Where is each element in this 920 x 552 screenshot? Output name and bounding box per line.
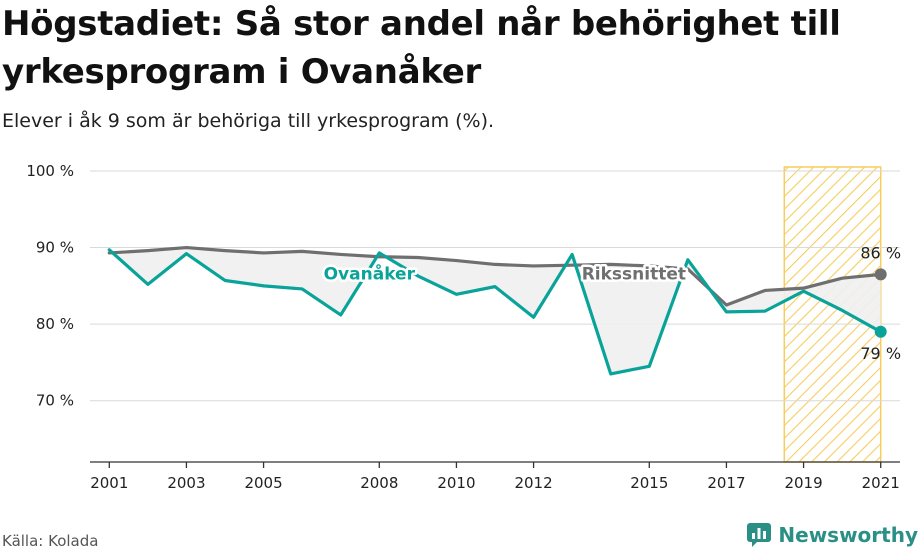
- brand-name: Newsworthy: [778, 523, 918, 547]
- series-line-riks: [107, 245, 883, 307]
- x-tick-label: 2012: [514, 474, 552, 492]
- x-tick-label: 2003: [167, 474, 205, 492]
- x-tick-label: 2010: [437, 474, 475, 492]
- labels: 86 % 79 % Ovanåker Rikssnittet: [321, 243, 901, 363]
- x-tick-label: 2001: [90, 474, 128, 492]
- x-tick-label: 2019: [784, 474, 822, 492]
- x-tick-label: 2017: [707, 474, 745, 492]
- x-tick-label: 2021: [862, 474, 900, 492]
- series-lines: [107, 245, 887, 376]
- x-tick-label: 2015: [630, 474, 668, 492]
- y-tick-label: 100 %: [26, 162, 74, 180]
- x-tick-label: 2008: [360, 474, 398, 492]
- x-tick-label: 2005: [244, 474, 282, 492]
- x-axis: 2001 2003 2005 2008 2010 2012 2015 2017 2019 2021: [90, 461, 900, 492]
- y-tick-label: 80 %: [36, 315, 74, 333]
- series-label-riks: Rikssnittet: [582, 265, 686, 285]
- series-line-ovanaker: [107, 248, 883, 376]
- y-tick-label: 70 %: [36, 392, 74, 410]
- end-point-ovanaker: [874, 325, 887, 338]
- chart-subtitle: Elever i åk 9 som är behöriga till yrkes…: [2, 110, 495, 132]
- series-label-ovanaker: Ovanåker: [324, 263, 416, 285]
- y-tick-label: 90 %: [36, 239, 74, 257]
- end-label-riks: 86 %: [860, 243, 901, 262]
- newsworthy-logo-icon: [747, 523, 772, 547]
- difference-area-shape: [109, 247, 881, 374]
- end-point-riks: [874, 268, 887, 281]
- source-note: Källa: Kolada: [2, 532, 99, 550]
- chart-title: Högstadiet: Så stor andel når behörighet…: [2, 4, 841, 92]
- end-label-ovanaker: 79 %: [860, 344, 901, 363]
- difference-area: [109, 247, 881, 374]
- brand-logo: Newsworthy: [746, 522, 918, 548]
- gridlines: 70 % 80 % 90 % 100 %: [26, 162, 900, 410]
